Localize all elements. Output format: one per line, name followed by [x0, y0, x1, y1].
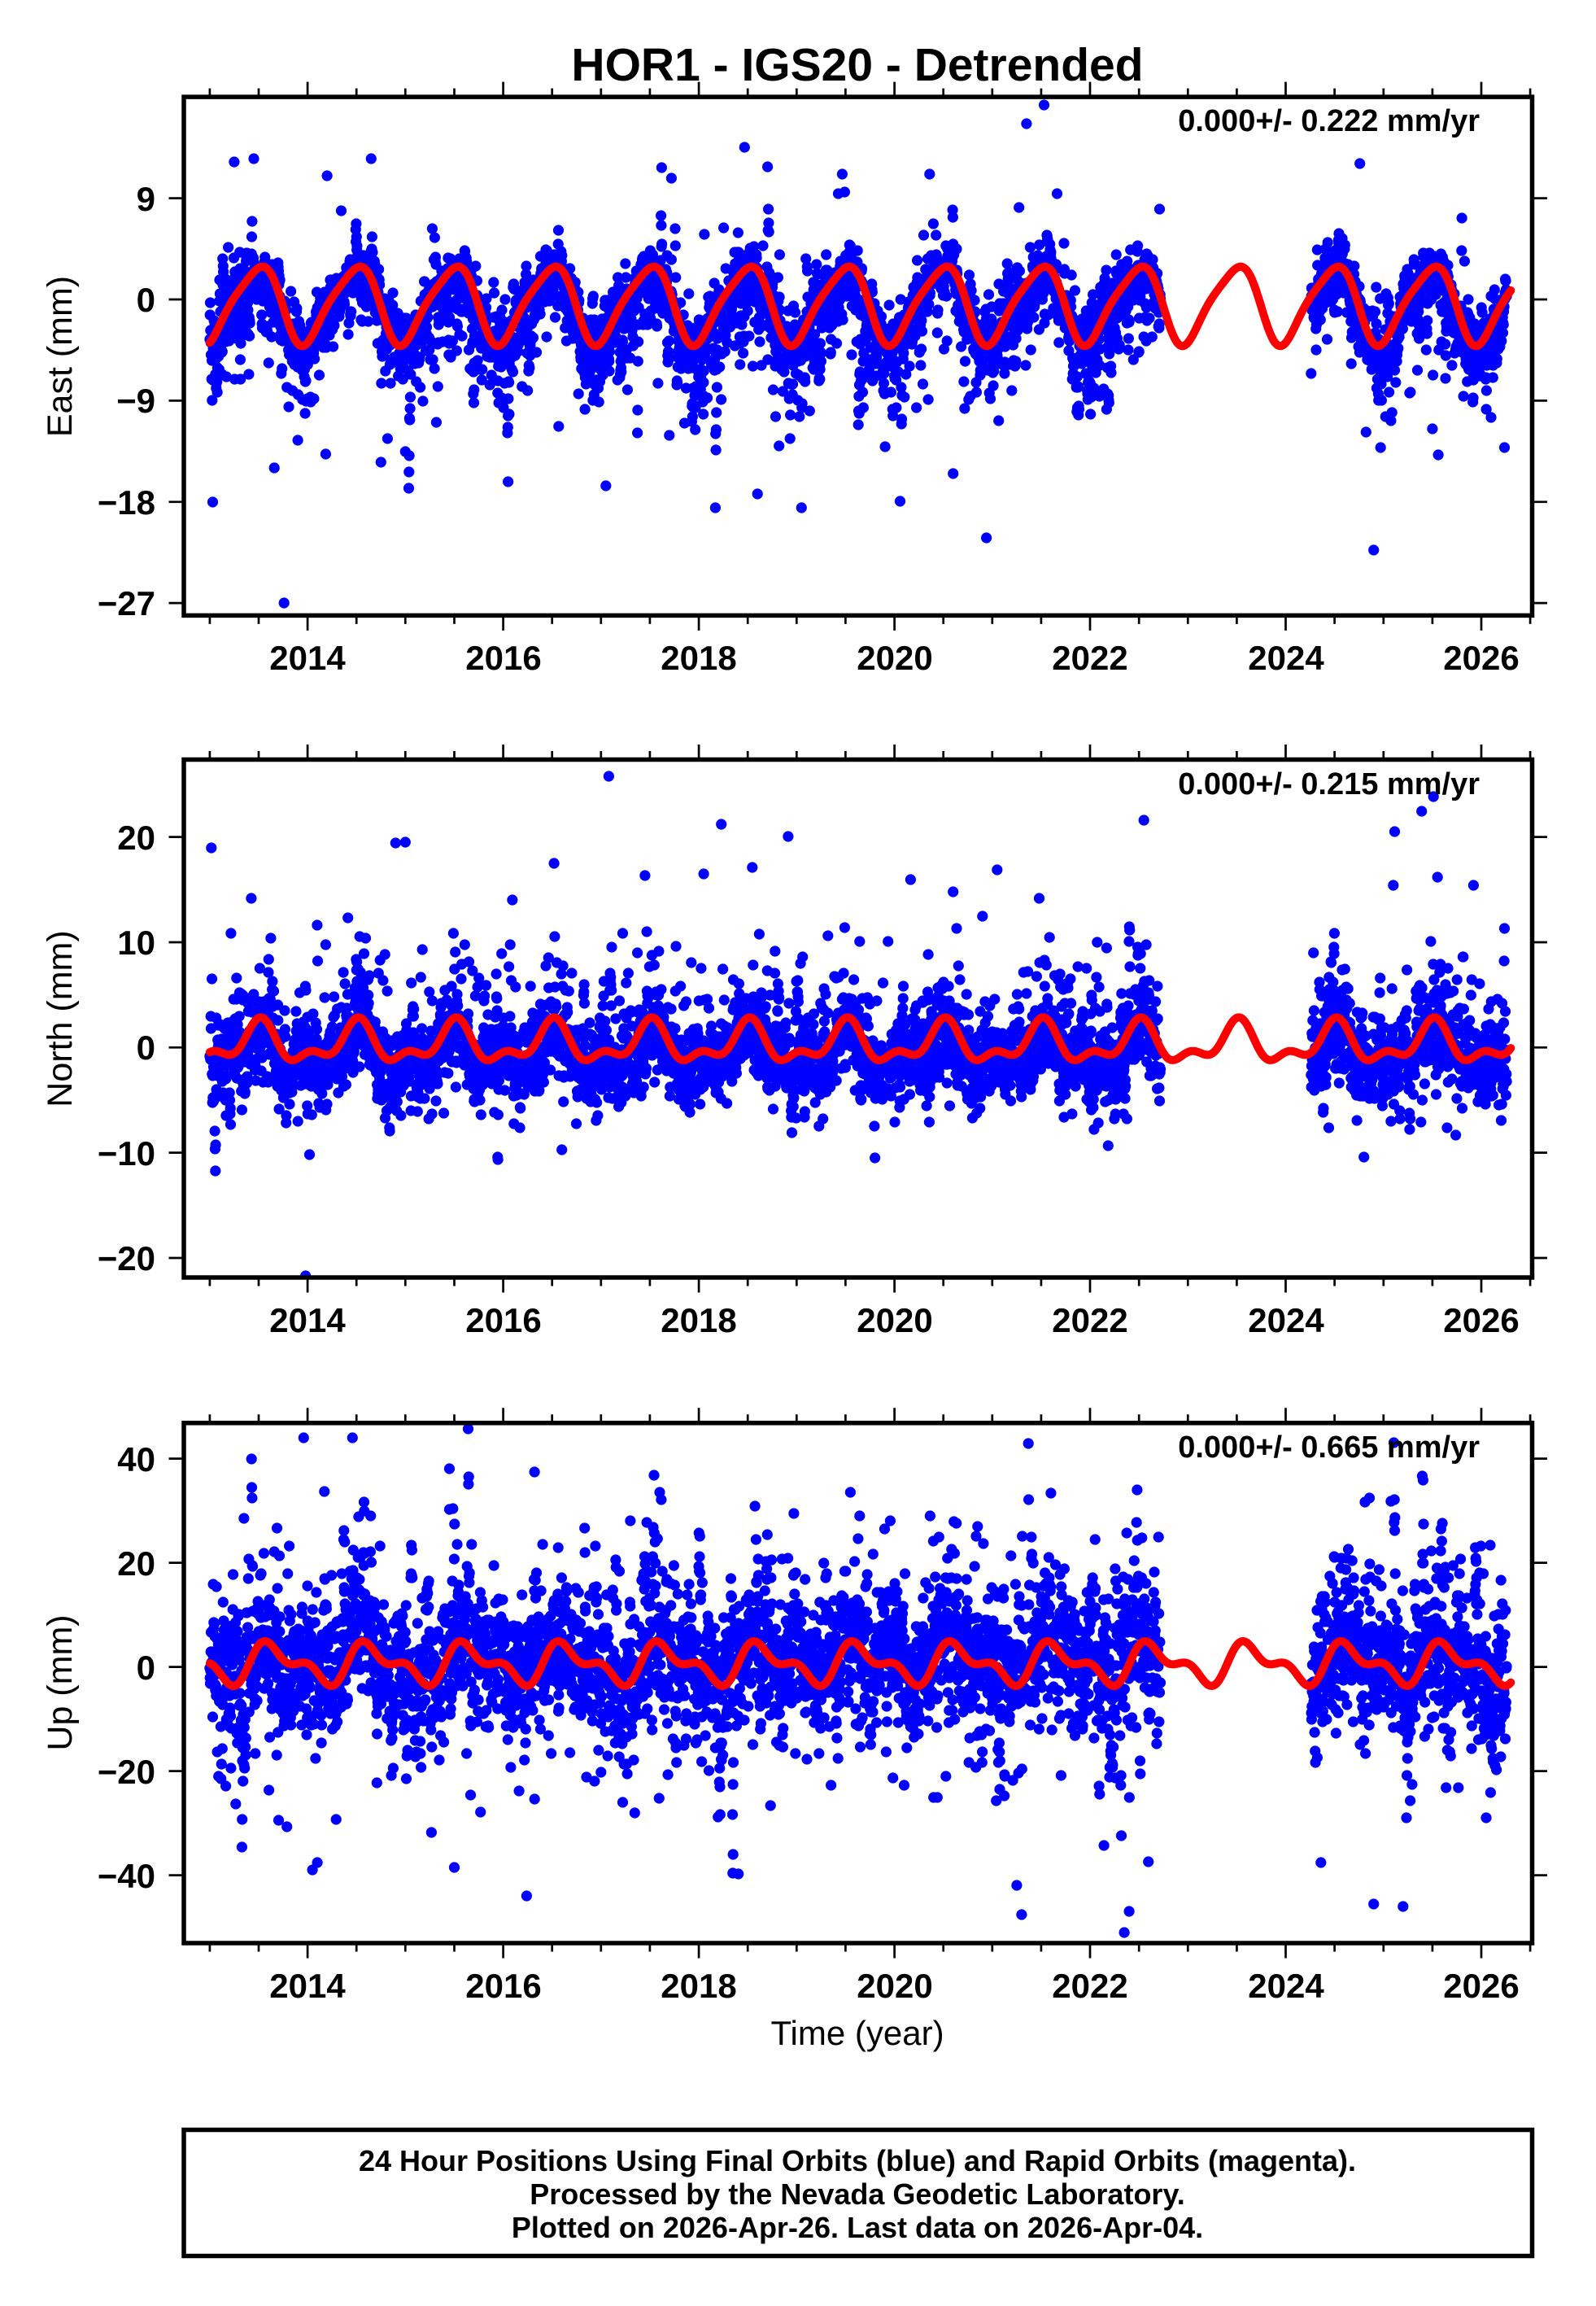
svg-text:0: 0 [137, 1649, 155, 1687]
svg-text:2026: 2026 [1443, 1967, 1519, 2005]
svg-text:0.000+/- 0.222 mm/yr: 0.000+/- 0.222 mm/yr [1178, 104, 1480, 138]
svg-text:−27: −27 [98, 584, 155, 622]
svg-text:2020: 2020 [857, 639, 932, 677]
svg-text:40: 40 [117, 1440, 155, 1478]
svg-text:2020: 2020 [857, 1967, 932, 2005]
svg-text:2014: 2014 [269, 1301, 346, 1339]
svg-text:HOR1 - IGS20 - Detrended: HOR1 - IGS20 - Detrended [571, 39, 1143, 91]
svg-text:2024: 2024 [1248, 1967, 1324, 2005]
svg-text:2026: 2026 [1443, 639, 1519, 677]
svg-text:2022: 2022 [1052, 1301, 1127, 1339]
svg-text:2018: 2018 [661, 1301, 736, 1339]
svg-text:2022: 2022 [1052, 1967, 1127, 2005]
svg-text:2016: 2016 [465, 1301, 541, 1339]
svg-text:9: 9 [137, 180, 155, 218]
svg-text:20: 20 [117, 819, 155, 857]
svg-text:2016: 2016 [465, 639, 541, 677]
svg-text:−9: −9 [116, 382, 155, 420]
svg-text:2014: 2014 [269, 639, 346, 677]
svg-text:−20: −20 [98, 1239, 155, 1277]
svg-text:Time (year): Time (year) [770, 2014, 944, 2052]
svg-text:0.000+/- 0.665 mm/yr: 0.000+/- 0.665 mm/yr [1178, 1430, 1480, 1465]
svg-text:2018: 2018 [661, 1967, 736, 2005]
svg-text:10: 10 [117, 924, 155, 962]
svg-text:20: 20 [117, 1544, 155, 1583]
svg-text:2014: 2014 [269, 1967, 346, 2005]
svg-text:2024: 2024 [1248, 639, 1324, 677]
svg-text:2026: 2026 [1443, 1301, 1519, 1339]
svg-text:2022: 2022 [1052, 639, 1127, 677]
svg-text:−20: −20 [98, 1753, 155, 1791]
svg-text:0: 0 [137, 281, 155, 319]
svg-text:2016: 2016 [465, 1967, 541, 2005]
svg-text:−10: −10 [98, 1134, 155, 1173]
svg-text:2020: 2020 [857, 1301, 932, 1339]
svg-text:Up (mm): Up (mm) [41, 1614, 80, 1750]
svg-text:East (mm): East (mm) [41, 276, 80, 437]
svg-text:0.000+/- 0.215 mm/yr: 0.000+/- 0.215 mm/yr [1178, 767, 1480, 801]
svg-text:Processed by the Nevada Geodet: Processed by the Nevada Geodetic Laborat… [530, 2177, 1185, 2211]
svg-text:2018: 2018 [661, 639, 736, 677]
svg-text:North (mm): North (mm) [41, 930, 80, 1107]
svg-text:−40: −40 [98, 1857, 155, 1895]
svg-text:2024: 2024 [1248, 1301, 1324, 1339]
svg-text:Plotted on 2026-Apr-26. Last d: Plotted on 2026-Apr-26. Last data on 202… [512, 2211, 1203, 2244]
svg-text:0: 0 [137, 1029, 155, 1067]
svg-text:24 Hour Positions Using Final: 24 Hour Positions Using Final Orbits (bl… [359, 2144, 1356, 2177]
svg-text:−18: −18 [98, 483, 155, 522]
